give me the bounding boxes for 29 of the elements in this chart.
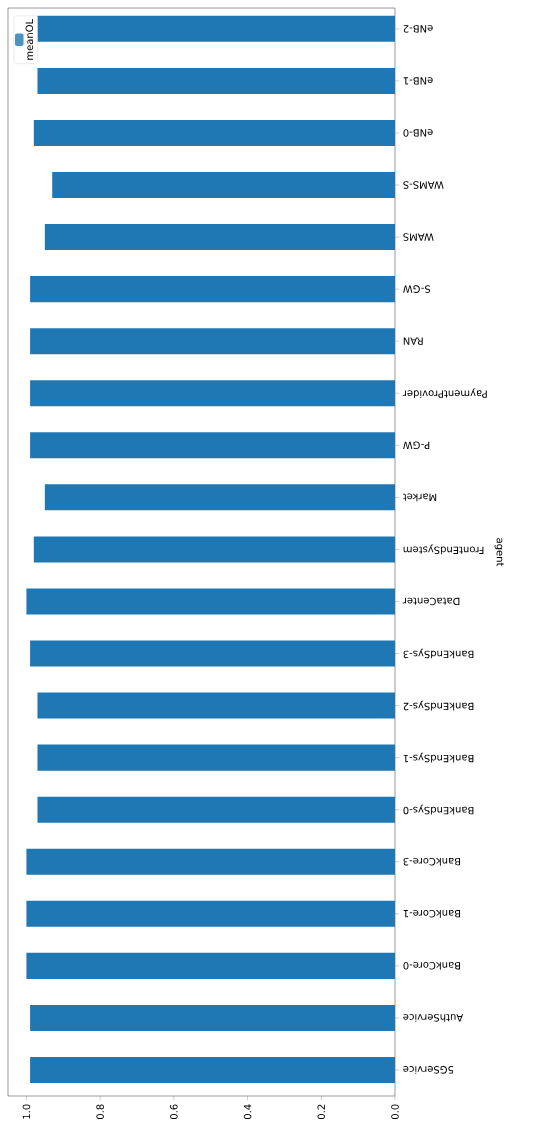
y-tick-label: Market xyxy=(403,493,437,502)
y-tick-label: BankEndSys-1 xyxy=(403,752,474,763)
x-tick-label: 0.4 xyxy=(243,1104,252,1120)
y-tick-label: P-GW xyxy=(403,441,430,450)
x-tick-label: 1.0 xyxy=(22,1104,31,1119)
y-tick-label: BankEndSys-0 xyxy=(403,804,474,815)
y-tick-label: WAMS xyxy=(403,233,434,241)
y-tick-label: 5GService xyxy=(403,1066,454,1074)
y-tick-label: PaymentProvider xyxy=(402,388,487,399)
x-tick-label: 0.8 xyxy=(96,1104,104,1120)
y-tick-label: BankCore-1 xyxy=(403,909,461,918)
y-axis-title: agent xyxy=(494,538,504,567)
x-tick-label: 0.2 xyxy=(317,1104,326,1120)
y-tick-label: eNB-2 xyxy=(403,25,433,33)
y-tick-label: BankCore-3 xyxy=(403,857,461,866)
legend-label: meanOL xyxy=(25,18,34,60)
y-tick-label: S-GW xyxy=(403,285,431,293)
y-tick-label: RAN xyxy=(403,337,423,345)
y-tick-label: eNB-0 xyxy=(403,129,433,137)
x-tick-label: 0.6 xyxy=(170,1104,178,1120)
y-tick-label: BankEndSys-2 xyxy=(403,700,474,711)
y-tick-label: FrontEndSystem xyxy=(403,544,484,555)
y-tick-label: AuthService xyxy=(403,1014,464,1022)
x-tick-label: 0.0 xyxy=(391,1104,399,1120)
y-tick-label: BankEndSys-3 xyxy=(403,648,474,659)
y-tick-label: eNB-1 xyxy=(403,77,433,85)
y-tick-label: BankCore-0 xyxy=(403,961,461,970)
y-tick-label: WAMS-S xyxy=(403,181,444,189)
y-tick-label: DataCenter xyxy=(402,597,460,606)
